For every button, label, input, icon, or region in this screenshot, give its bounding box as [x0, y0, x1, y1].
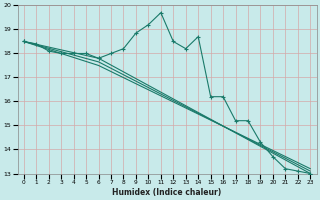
X-axis label: Humidex (Indice chaleur): Humidex (Indice chaleur) [112, 188, 222, 197]
